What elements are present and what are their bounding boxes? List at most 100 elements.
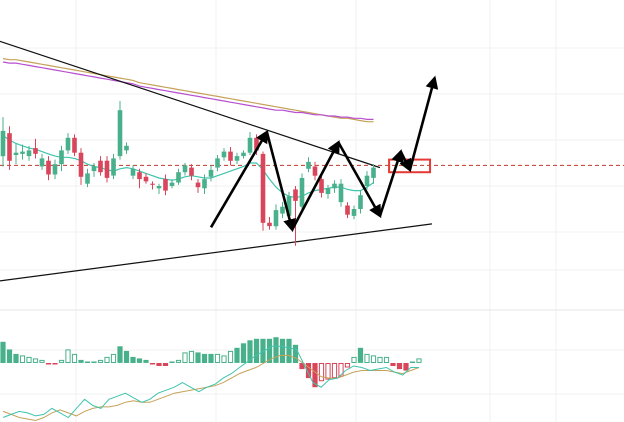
- indicator-bar: [65, 349, 71, 363]
- forecast-arrow-6: [408, 75, 439, 171]
- indicator-bar: [279, 338, 286, 363]
- candle-body: [332, 183, 337, 189]
- candle-body: [91, 166, 97, 172]
- indicator-bar: [97, 359, 104, 363]
- indicator-bar: [149, 363, 156, 365]
- indicator-bar: [123, 350, 130, 363]
- candle-body: [176, 172, 181, 183]
- candle-body: [130, 168, 136, 176]
- indicator-bar: [292, 344, 299, 363]
- indicator-bar: [84, 361, 91, 363]
- indicator-bar: [247, 340, 253, 363]
- candle-body: [364, 175, 370, 186]
- indicator-bar: [214, 353, 221, 363]
- candle-body: [338, 183, 344, 203]
- indicator-bar: [396, 363, 403, 370]
- indicator-bar: [227, 350, 234, 363]
- indicator-bar: [104, 356, 110, 363]
- indicator-bar: [13, 353, 19, 363]
- indicator-bar: [156, 363, 162, 366]
- candle-body: [52, 164, 58, 175]
- forecast-arrow-1: [265, 131, 296, 233]
- indicator-bar: [143, 359, 149, 363]
- indicator-bar: [344, 363, 351, 368]
- moving-average-slow-a: [2, 61, 374, 121]
- indicator-line-a: [2, 345, 419, 419]
- candle-body: [234, 156, 240, 161]
- candle-body: [182, 165, 188, 173]
- candle-body: [325, 188, 331, 194]
- candle-body: [241, 152, 246, 157]
- indicator-bar: [130, 356, 136, 363]
- indicator-bar: [331, 363, 338, 379]
- indicator-bar: [39, 359, 45, 363]
- indicator-bar: [221, 355, 227, 363]
- indicator-bar: [305, 363, 312, 379]
- indicator-bar: [19, 355, 26, 363]
- candle-body: [156, 186, 162, 189]
- indicator-bar: [45, 363, 52, 365]
- candle-body: [286, 196, 292, 216]
- trendline-resistance: [0, 40, 381, 169]
- candle-body: [65, 137, 71, 151]
- candle-body: [46, 160, 51, 175]
- indicator-bar: [195, 352, 201, 363]
- candle-body: [150, 183, 155, 185]
- candle-body: [169, 182, 175, 186]
- candle-body: [163, 179, 168, 191]
- candle-body: [247, 137, 253, 153]
- indicator-bar: [351, 356, 357, 363]
- indicator-bar: [0, 341, 6, 363]
- indicator-bar: [58, 359, 65, 363]
- indicator-bar: [71, 353, 78, 363]
- trendline-support: [0, 223, 433, 282]
- candle-body: [117, 110, 123, 157]
- forecast-arrow-4: [378, 149, 404, 217]
- candle-body: [195, 182, 201, 188]
- forecast-arrow-3: [337, 141, 382, 219]
- candle-body: [299, 178, 305, 207]
- indicator-bar: [208, 353, 214, 363]
- indicator-bar: [110, 353, 117, 363]
- forecast-arrow-5: [399, 150, 412, 173]
- candle-body: [104, 160, 110, 178]
- indicator-bar: [312, 363, 318, 388]
- indicator-bar: [390, 363, 396, 366]
- candle-body: [267, 222, 272, 227]
- candle-body: [137, 172, 142, 180]
- indicator-bar: [416, 358, 422, 363]
- candle-body: [280, 206, 285, 214]
- moving-average-slow-b: [2, 58, 374, 123]
- indicator-bar: [357, 347, 364, 363]
- candle-body: [189, 167, 194, 176]
- indicator-bar: [188, 350, 195, 363]
- candle-body: [202, 179, 207, 189]
- candle-body: [85, 173, 90, 184]
- forecast-arrow-0: [209, 129, 269, 228]
- candle-body: [345, 205, 350, 215]
- indicator-bar: [136, 358, 143, 363]
- indicator-bar: [240, 343, 247, 363]
- candle-body: [371, 167, 376, 178]
- candle-body: [228, 151, 233, 161]
- candle-body: [260, 153, 266, 223]
- candle-body: [39, 158, 45, 167]
- candle-body: [33, 148, 38, 154]
- indicator-bar: [234, 347, 240, 363]
- indicator-bar: [377, 356, 383, 363]
- candle-body: [0, 130, 6, 157]
- indicator-bar: [169, 361, 175, 363]
- indicator-bar: [409, 361, 416, 363]
- indicator-bar: [325, 363, 331, 380]
- candle-body: [319, 179, 324, 193]
- candle-body: [7, 133, 12, 161]
- candle-body: [20, 151, 25, 154]
- candle-body: [293, 189, 298, 201]
- indicator-bar: [162, 363, 169, 366]
- indicator-bar: [403, 363, 409, 371]
- indicator-line-b: [2, 354, 420, 422]
- candle-body: [306, 161, 311, 169]
- indicator-bar: [6, 349, 13, 363]
